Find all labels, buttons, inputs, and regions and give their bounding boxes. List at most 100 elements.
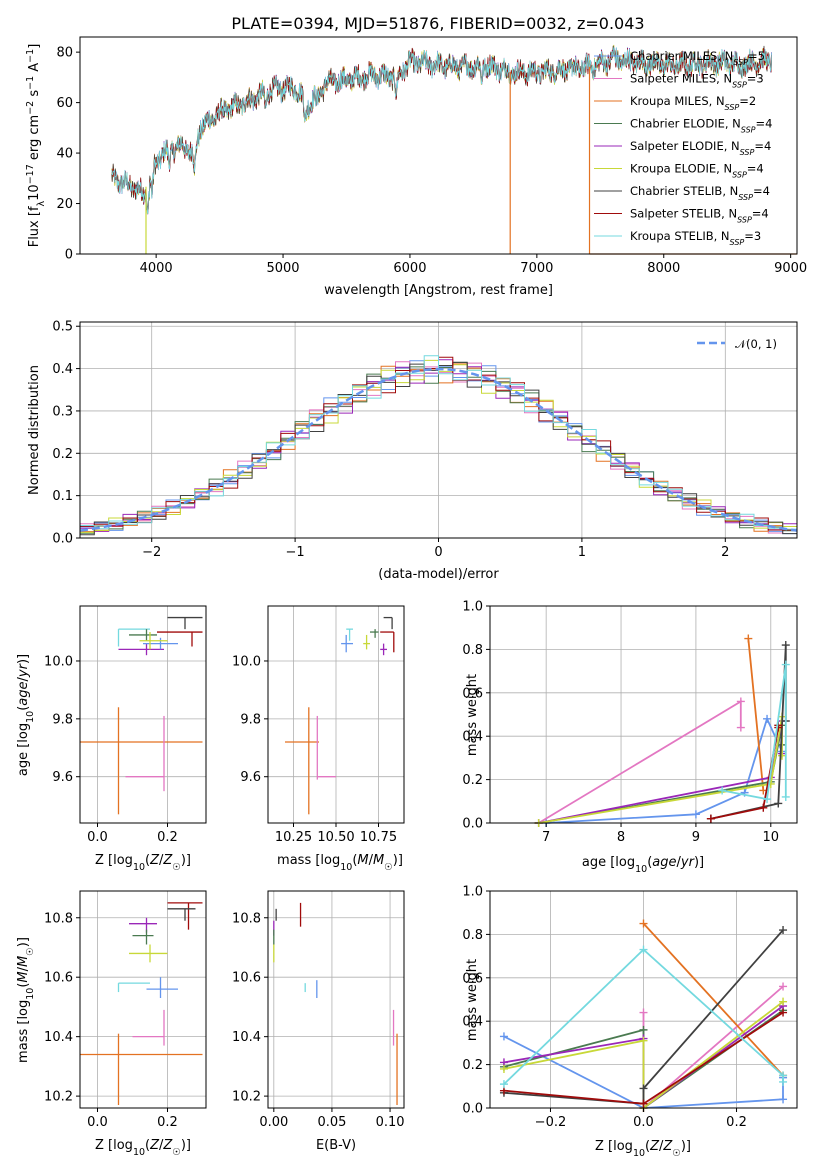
residual-legend-label: 𝒩(0, 1) bbox=[735, 337, 777, 351]
weight-vs-z-ytick-label-4: 0.8 bbox=[462, 928, 483, 943]
weight-vs-z-marker-kroupa_stelib-1 bbox=[639, 945, 648, 954]
residuals-ytick-label-1: 0.1 bbox=[52, 489, 73, 504]
age-vs-z-ytick-label-0: 9.6 bbox=[52, 770, 73, 785]
legend-label-chabrier_elodie: Chabrier ELODIE, NSSP=4 bbox=[630, 117, 772, 135]
age-vs-mass-errorbar-kroupa_miles bbox=[285, 707, 319, 815]
age-vs-z-ytick-label-2: 10.0 bbox=[44, 654, 73, 669]
weight-vs-z-xtick-label-1: 0.0 bbox=[633, 1115, 654, 1130]
mass-vs-z-errorbar-salpeter_stelib bbox=[167, 902, 203, 930]
weight-vs-age-marker-kroupa_stelib-2 bbox=[781, 660, 790, 669]
weight-vs-z-marker-chabrier_miles-0 bbox=[499, 1032, 508, 1041]
weight-vs-age-ytick-label-0: 0.0 bbox=[462, 817, 483, 832]
mass-vs-z-errorbar-salpeter_miles bbox=[132, 1009, 165, 1046]
age-vs-mass-errorbar-chabrier_elodie bbox=[370, 629, 379, 638]
age-vs-mass-ytick-label-1: 9.8 bbox=[240, 712, 261, 727]
weight-vs-age-marker-chabrier_miles-1 bbox=[691, 810, 700, 819]
spectrum-ytick-label-3: 60 bbox=[56, 96, 73, 111]
weight-vs-z-ytick-label-2: 0.4 bbox=[462, 1015, 483, 1030]
mass-vs-z-ytick-label-0: 10.2 bbox=[44, 1090, 73, 1105]
mass-vs-z-xtick-label-0: 0.0 bbox=[87, 1115, 108, 1130]
weight-vs-z-line-chabrier_miles bbox=[503, 1035, 784, 1109]
residuals-xtick-label-1: −1 bbox=[286, 545, 305, 560]
spectrum-frame bbox=[79, 36, 798, 255]
weight-vs-age-line-kroupa_miles bbox=[747, 638, 765, 791]
spectrum-ytick-label-4: 80 bbox=[56, 46, 73, 61]
weight-vs-age-xtick-label-3: 10 bbox=[763, 830, 780, 845]
mass-vs-z-errorbar-chabrier_stelib bbox=[167, 908, 196, 921]
spectrum-ylabel: Flux [fλ10−17 erg cm−2 s−1 A−1] bbox=[25, 44, 47, 248]
mass-vs-ebv-ticks: 0.00 0.05 0.10 10.2 10.4 10.6 10.8 bbox=[232, 890, 405, 1130]
spectrum-line-kroupa_stelib bbox=[111, 47, 772, 214]
age-vs-mass-ytick-label-2: 10.0 bbox=[232, 654, 261, 669]
spectrum-ytick-label-0: 0 bbox=[65, 248, 73, 263]
weight-vs-age-marker-kroupa_stelib-0 bbox=[718, 786, 727, 795]
weight-vs-z-marker-salpeter_miles-2 bbox=[779, 982, 788, 991]
age-vs-z-errorbar-chabrier_stelib bbox=[167, 616, 203, 630]
legend-label-kroupa_stelib: Kroupa STELIB, NSSP=3 bbox=[630, 229, 761, 247]
residual-hist-kroupa_stelib bbox=[79, 355, 797, 538]
legend-label-salpeter_miles: Salpeter MILES, NSSP=3 bbox=[630, 72, 764, 90]
age-vs-z-xtick-label-1: 0.2 bbox=[157, 830, 178, 845]
residual-histograms bbox=[79, 355, 798, 538]
residuals-ytick-label-2: 0.2 bbox=[52, 447, 73, 462]
weight-vs-z-xlabel: Z [log10(Z/Z☉)] bbox=[595, 1139, 691, 1159]
spectrum-xtick-label-1: 5000 bbox=[266, 261, 299, 276]
age-vs-mass-xtick-label-1: 10.50 bbox=[317, 830, 354, 845]
spectrum-xtick-label-4: 8000 bbox=[647, 261, 680, 276]
residuals-ylabel: Normed distribution bbox=[27, 365, 42, 495]
residuals-ytick-label-4: 0.4 bbox=[52, 362, 73, 377]
weight-vs-z-marker-chabrier_stelib-2 bbox=[639, 1084, 648, 1093]
weight-vs-z-ytick-label-1: 0.2 bbox=[462, 1058, 483, 1073]
weight-vs-age-marker-kroupa_stelib-3 bbox=[781, 792, 790, 801]
age-vs-mass-errorbar-kroupa_elodie bbox=[363, 634, 370, 650]
weight-vs-z-line-kroupa_miles bbox=[642, 922, 784, 1077]
age-vs-mass-xtick-label-0: 10.25 bbox=[275, 830, 312, 845]
mass-vs-ebv-frame bbox=[267, 890, 405, 1109]
age-vs-z-xtick-label-0: 0.0 bbox=[87, 830, 108, 845]
mass-vs-z-ytick-label-2: 10.6 bbox=[44, 971, 73, 986]
mass-vs-z-ytick-label-3: 10.8 bbox=[44, 911, 73, 926]
residuals-xtick-label-2: 0 bbox=[434, 545, 442, 560]
mass-vs-z-ticks: 0.0 0.2 10.2 10.4 10.6 10.8 bbox=[44, 890, 207, 1130]
weight-vs-z-xtick-label-2: 0.2 bbox=[726, 1115, 747, 1130]
weight-vs-age-marker-salpeter_stelib-1 bbox=[759, 803, 768, 812]
age-vs-mass-errorbar-kroupa_stelib bbox=[346, 628, 353, 641]
age-vs-mass-errorbar-salpeter_elodie bbox=[380, 643, 387, 656]
age-vs-mass-errorbar-salpeter_miles bbox=[316, 715, 336, 780]
legend-label-salpeter_elodie: Salpeter ELODIE, NSSP=4 bbox=[630, 139, 771, 157]
weight-vs-z-marker-chabrier_miles-2 bbox=[779, 1095, 788, 1104]
spectrum-legend: Chabrier MILES, NSSP=5 Salpeter MILES, NS… bbox=[594, 49, 772, 247]
age-vs-z-xlabel: Z [log10(Z/Z☉)] bbox=[95, 853, 191, 873]
weight-vs-z-line-chabrier_stelib bbox=[503, 929, 784, 1105]
weight-vs-age-line-kroupa_stelib bbox=[721, 664, 787, 801]
mass-vs-ebv-ytick-label-1: 10.4 bbox=[232, 1030, 261, 1045]
age-vs-mass-errorbar-salpeter_stelib bbox=[380, 631, 395, 653]
weight-vs-z-xtick-label-0: −0.2 bbox=[535, 1115, 567, 1130]
spectrum-ytick-label-2: 40 bbox=[56, 147, 73, 162]
spectrum-ytick-label-1: 20 bbox=[56, 197, 73, 212]
age-vs-mass-ticks: 10.25 10.50 10.75 9.6 9.8 10.0 bbox=[232, 605, 405, 845]
weight-vs-z-marker-kroupa_elodie-1 bbox=[639, 1036, 648, 1045]
weight-vs-age-xtick-label-0: 7 bbox=[542, 830, 550, 845]
spectrum-lines bbox=[111, 44, 797, 255]
mass-vs-ebv-xtick-label-1: 0.05 bbox=[317, 1115, 346, 1130]
age-vs-z-errorbar-kroupa_elodie bbox=[139, 632, 168, 650]
weight-vs-age-ytick-label-4: 0.8 bbox=[462, 643, 483, 658]
legend-label-kroupa_miles: Kroupa MILES, NSSP=2 bbox=[630, 94, 756, 112]
age-vs-z-points bbox=[80, 616, 203, 815]
weight-vs-age-xlabel: age [log10(age/yr)] bbox=[582, 855, 704, 875]
weight-vs-age-marker-kroupa_miles-0 bbox=[744, 634, 753, 643]
weight-vs-age-xtick-label-2: 9 bbox=[692, 830, 700, 845]
weight-vs-age-lines bbox=[534, 634, 790, 827]
weight-vs-z-ytick-label-0: 0.0 bbox=[462, 1102, 483, 1117]
weight-vs-age-ytick-label-1: 0.2 bbox=[462, 773, 483, 788]
spectrum-xtick-label-2: 6000 bbox=[393, 261, 426, 276]
weight-vs-age-marker-salpeter_miles-1 bbox=[736, 697, 745, 706]
mass-vs-z-xlabel: Z [log10(Z/Z☉)] bbox=[95, 1138, 191, 1158]
weight-vs-age-marker-chabrier_stelib-2 bbox=[781, 641, 790, 650]
mass-vs-z-errorbar-kroupa_stelib bbox=[117, 982, 150, 993]
weight-vs-z-line-kroupa_elodie bbox=[503, 1000, 784, 1110]
weight-vs-age-marker-salpeter_miles-2 bbox=[736, 723, 745, 732]
weight-vs-age-xtick-label-1: 8 bbox=[617, 830, 625, 845]
